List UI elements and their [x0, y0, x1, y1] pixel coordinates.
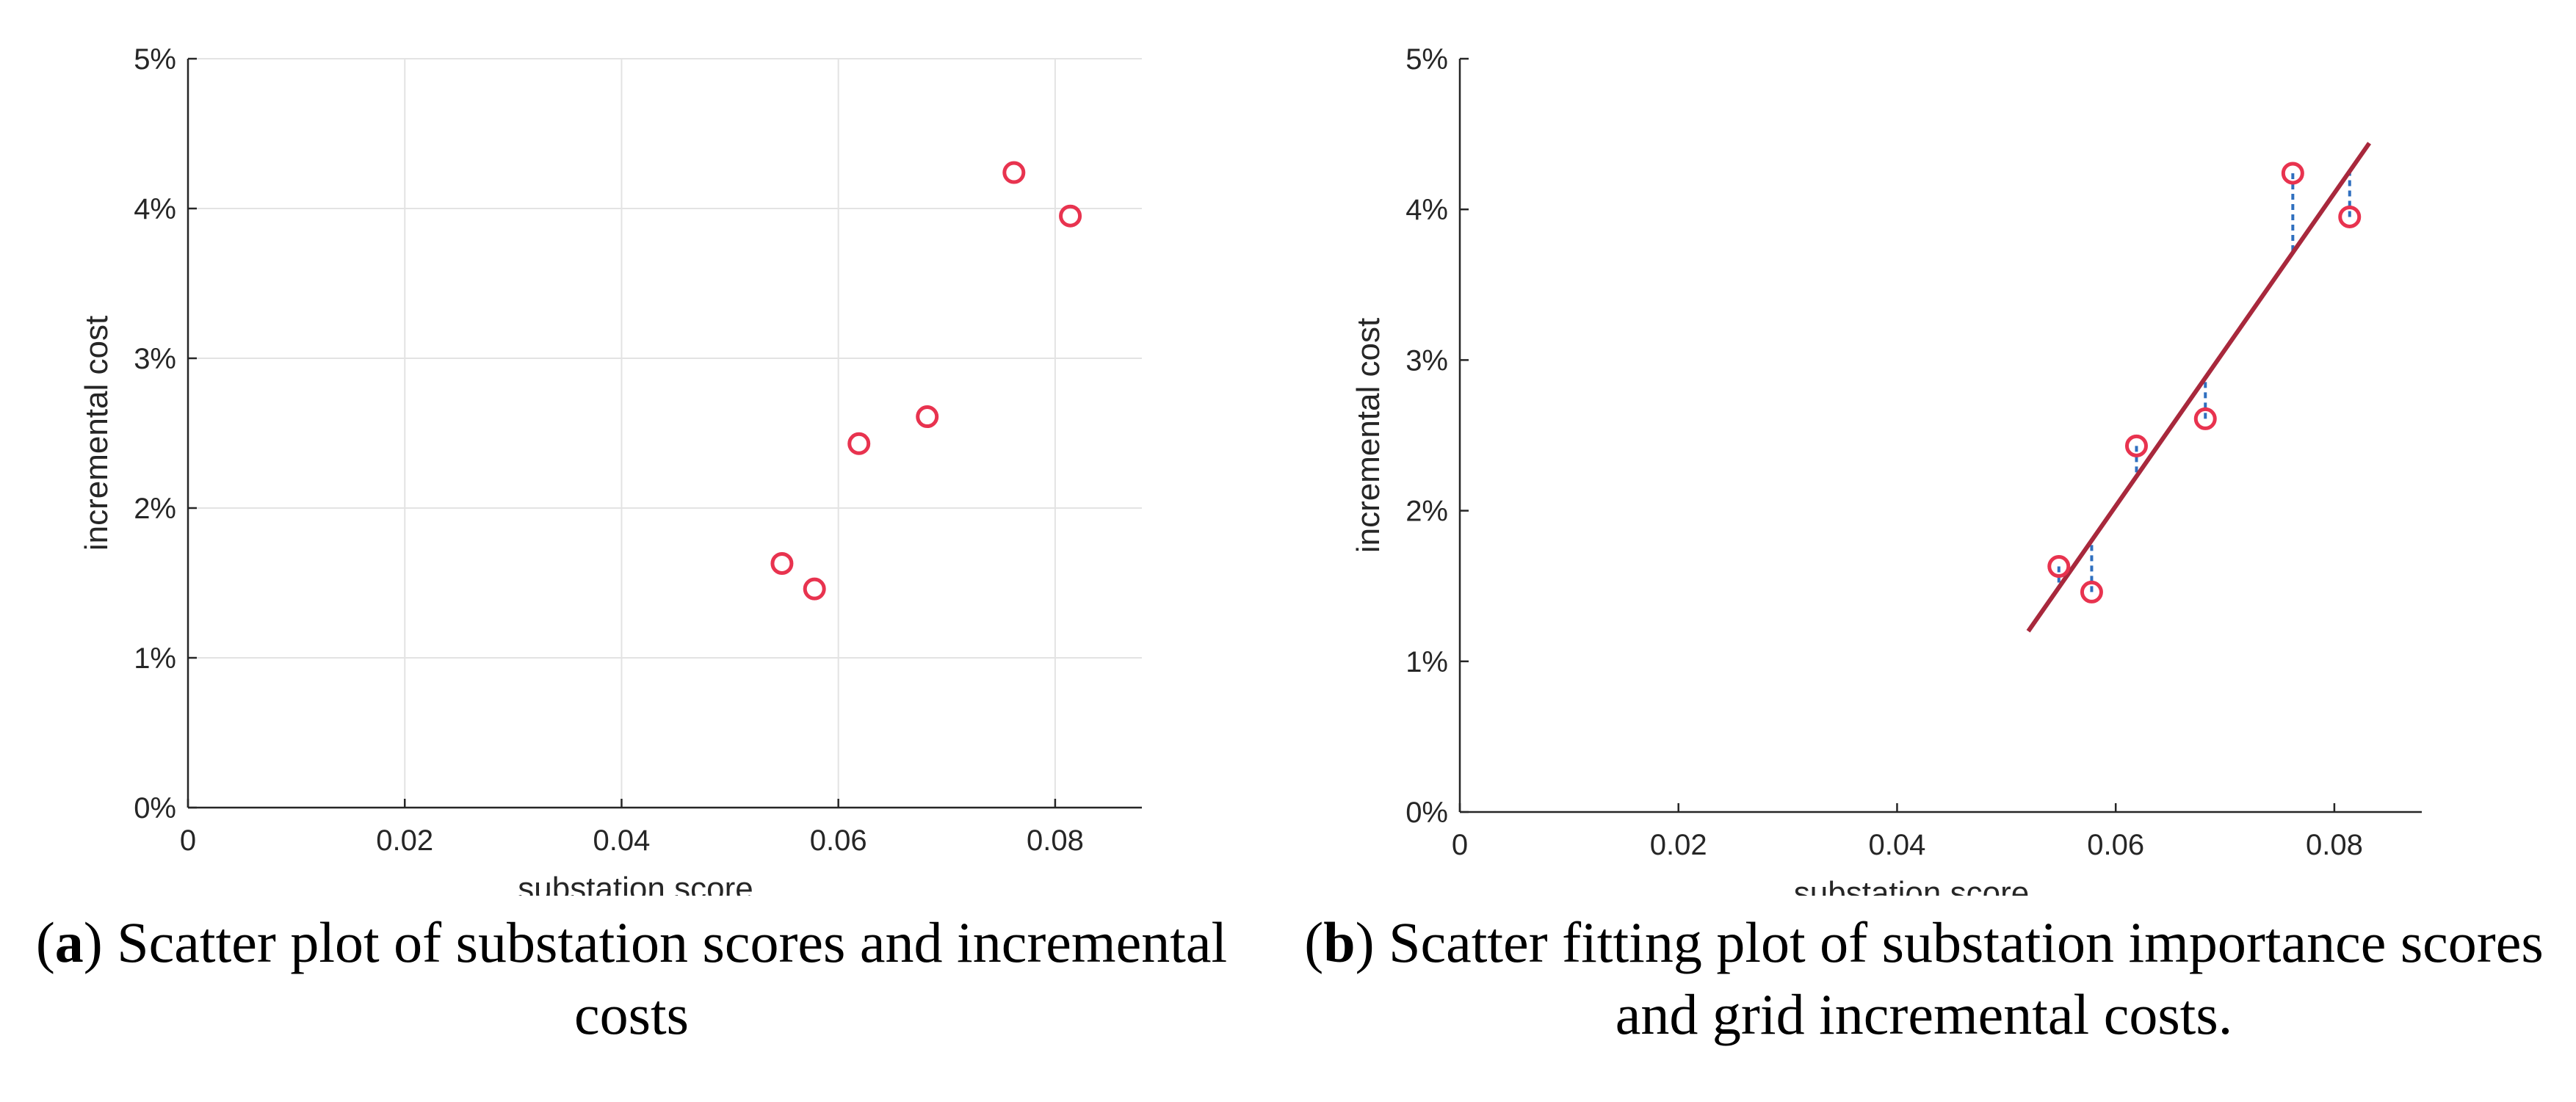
y-tick-label: 2%: [1405, 496, 1448, 528]
data-point: [803, 577, 826, 601]
y-tick-label: 2%: [134, 493, 176, 525]
data-point: [2338, 205, 2362, 228]
y-tick-label: 3%: [1405, 344, 1448, 377]
y-tick-label: 4%: [1405, 194, 1448, 226]
y-tick-label: 0%: [1405, 797, 1448, 829]
y-tick-label: 4%: [134, 193, 176, 225]
x-tick-label: 0: [1452, 829, 1468, 861]
data-point: [770, 551, 794, 575]
data-point: [847, 432, 871, 455]
data-point: [1059, 204, 1082, 228]
x-axis-label: substation score: [518, 871, 753, 896]
caption-text-b: ) Scatter fitting plot of substation imp…: [1355, 910, 2544, 1046]
y-tick-label: 3%: [134, 343, 176, 375]
data-point: [1002, 161, 1026, 184]
data-point: [2124, 434, 2148, 457]
data-point: [2281, 162, 2304, 185]
y-tick-label: 0%: [134, 792, 176, 824]
caption-text-a: ) Scatter plot of substation scores and …: [83, 910, 1228, 1046]
caption-letter-a: a: [54, 910, 84, 974]
chart-panel-a: 0 0.02 0.04 0.06 0.08 0% 1% 2% 3% 4% 5% substation …: [0, 0, 1288, 896]
y-tick-label: 1%: [1405, 646, 1448, 678]
x-tick-label: 0.04: [593, 824, 651, 857]
x-tick-label: 0.06: [2087, 829, 2144, 861]
y-tick-label: 5%: [1405, 43, 1448, 76]
data-point: [2193, 407, 2217, 430]
scatter-chart-b: 0 0.02 0.04 0.06 0.08 0% 1% 2% 3% 4% 5% substation …: [1350, 43, 2422, 896]
scatter-chart-a: 0 0.02 0.04 0.06 0.08 0% 1% 2% 3% 4% 5% substation …: [79, 43, 1142, 896]
caption-letter-b: b: [1323, 910, 1356, 974]
x-axis-label: substation score: [1794, 875, 2029, 896]
x-tick-label: 0.06: [810, 824, 867, 857]
x-tick-label: 0.02: [1650, 829, 1707, 861]
y-axis-label: incremental cost: [79, 316, 115, 551]
y-tick-label: 5%: [134, 43, 176, 76]
x-tick-label: 0.08: [1027, 824, 1084, 857]
y-axis-label: incremental cost: [1350, 318, 1386, 553]
x-tick-label: 0.02: [376, 824, 433, 857]
x-tick-label: 0.04: [1869, 829, 1926, 861]
y-tick-label: 1%: [134, 642, 176, 675]
chart-panel-b: 0 0.02 0.04 0.06 0.08 0% 1% 2% 3% 4% 5% substation …: [1288, 0, 2576, 896]
caption-b: (b) Scatter fitting plot of substation i…: [1304, 910, 2544, 1046]
x-tick-label: 0.08: [2306, 829, 2363, 861]
caption-a: (a) Scatter plot of substation scores an…: [35, 910, 1228, 1046]
fit-line: [2026, 142, 2372, 633]
data-point: [2080, 580, 2103, 603]
x-tick-label: 0: [180, 824, 196, 857]
data-point: [916, 405, 939, 429]
data-point: [2047, 555, 2071, 579]
